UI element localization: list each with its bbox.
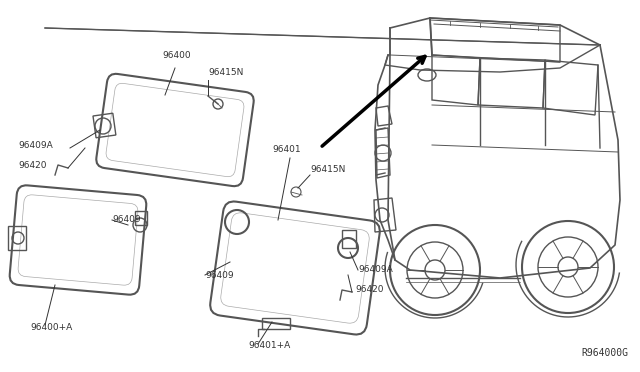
Bar: [93, 113, 116, 138]
Text: 96409: 96409: [112, 215, 141, 224]
Text: 96409: 96409: [205, 271, 234, 280]
Bar: [135, 211, 147, 225]
Bar: [262, 318, 290, 329]
Text: 96415N: 96415N: [310, 165, 346, 174]
Text: 96401: 96401: [272, 145, 301, 154]
Text: 96409A: 96409A: [358, 265, 393, 274]
Text: 96420: 96420: [355, 285, 383, 294]
Text: 96401+A: 96401+A: [248, 341, 291, 350]
Text: 96420: 96420: [18, 161, 47, 170]
Text: 96400: 96400: [162, 51, 191, 60]
Text: 96415N: 96415N: [208, 68, 243, 77]
Bar: [8, 226, 26, 250]
Text: 96409A: 96409A: [18, 141, 52, 150]
Text: 96400+A: 96400+A: [30, 323, 72, 332]
Bar: [342, 230, 356, 248]
Text: R964000G: R964000G: [581, 348, 628, 358]
